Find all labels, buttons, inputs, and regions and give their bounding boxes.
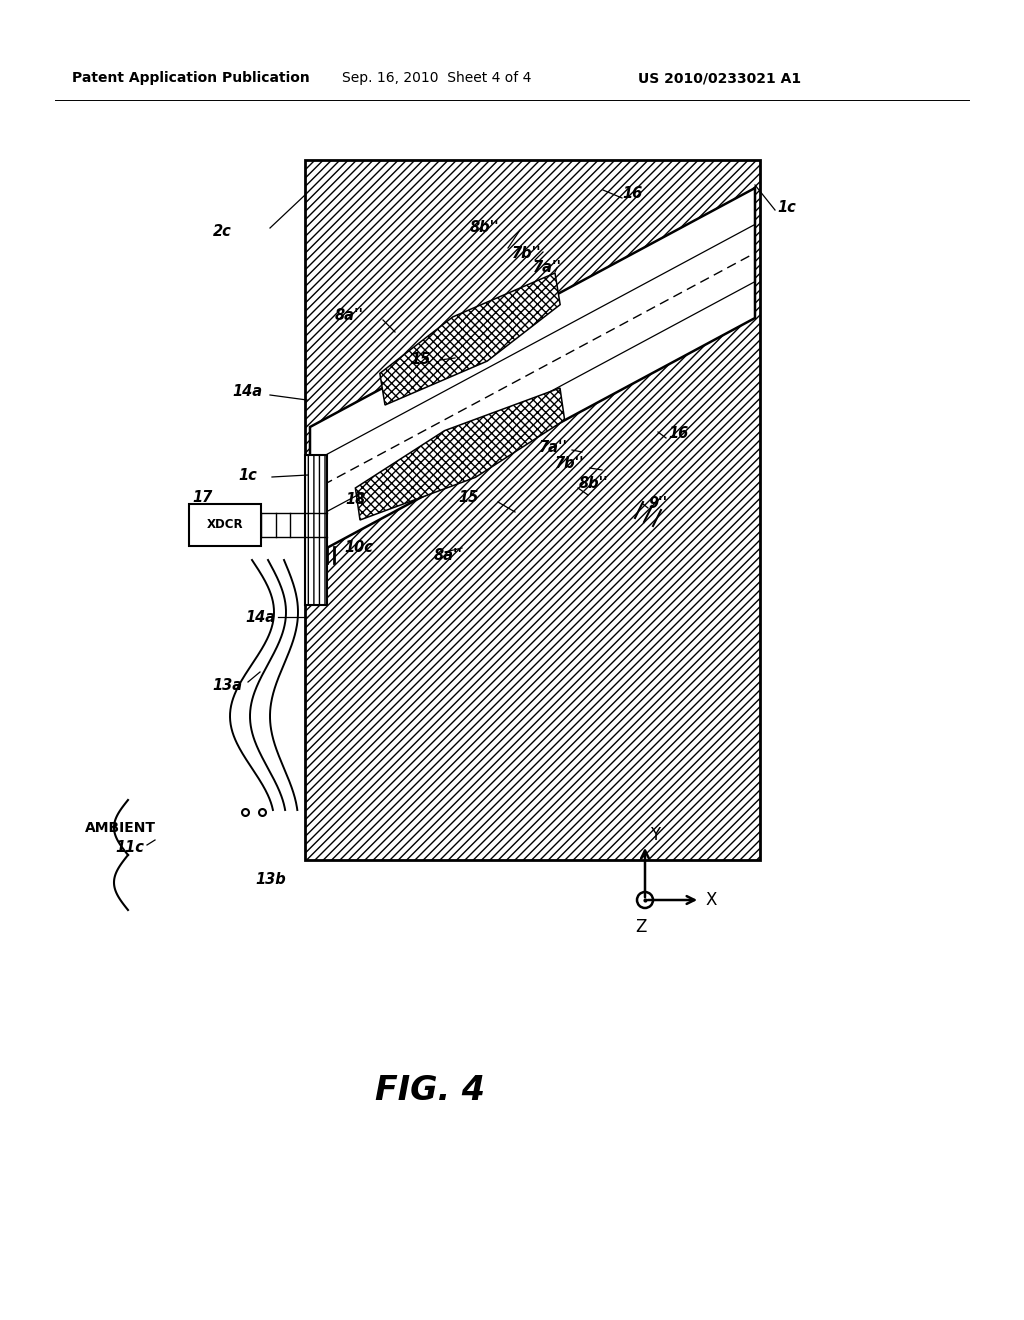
Text: 13b: 13b [255,873,286,887]
Text: 17: 17 [193,491,212,506]
Text: 7b'': 7b'' [554,455,584,470]
Polygon shape [380,273,560,405]
Text: 7b'': 7b'' [512,246,542,260]
Text: 15: 15 [459,491,479,506]
Text: FIG. 4: FIG. 4 [375,1073,485,1106]
Text: X: X [706,891,718,909]
Text: 1c: 1c [238,467,257,483]
Text: Z: Z [635,917,647,936]
Text: 10c: 10c [344,540,373,556]
Text: 2c: 2c [213,224,232,239]
Text: 15: 15 [410,352,430,367]
Text: 13a: 13a [212,677,242,693]
Text: 11c: 11c [115,841,144,855]
Text: Patent Application Publication: Patent Application Publication [72,71,309,84]
Text: 7a'': 7a'' [539,440,568,454]
Text: 1c: 1c [777,199,796,214]
Text: 14a: 14a [232,384,262,400]
Text: 7a'': 7a'' [534,260,562,275]
Text: 8b'': 8b'' [470,220,500,235]
Text: 8a'': 8a'' [434,548,463,562]
Text: 8a'': 8a'' [335,308,364,322]
Bar [305,160,760,861]
Text: 14a: 14a [245,610,275,624]
Text: Y: Y [650,826,660,843]
Bar [305,160,760,861]
Text: US 2010/0233021 A1: US 2010/0233021 A1 [638,71,801,84]
Text: 9'': 9'' [648,495,667,511]
Text: 8b'': 8b'' [579,477,608,491]
Bar [305,455,327,605]
Text: 16: 16 [622,186,642,201]
Polygon shape [310,187,755,557]
Bar [189,504,261,546]
Text: XDCR: XDCR [207,519,244,532]
Text: 16: 16 [668,425,688,441]
Text: 18: 18 [345,492,366,507]
Polygon shape [355,388,564,520]
Text: Sep. 16, 2010  Sheet 4 of 4: Sep. 16, 2010 Sheet 4 of 4 [342,71,531,84]
Text: AMBIENT: AMBIENT [85,821,156,836]
